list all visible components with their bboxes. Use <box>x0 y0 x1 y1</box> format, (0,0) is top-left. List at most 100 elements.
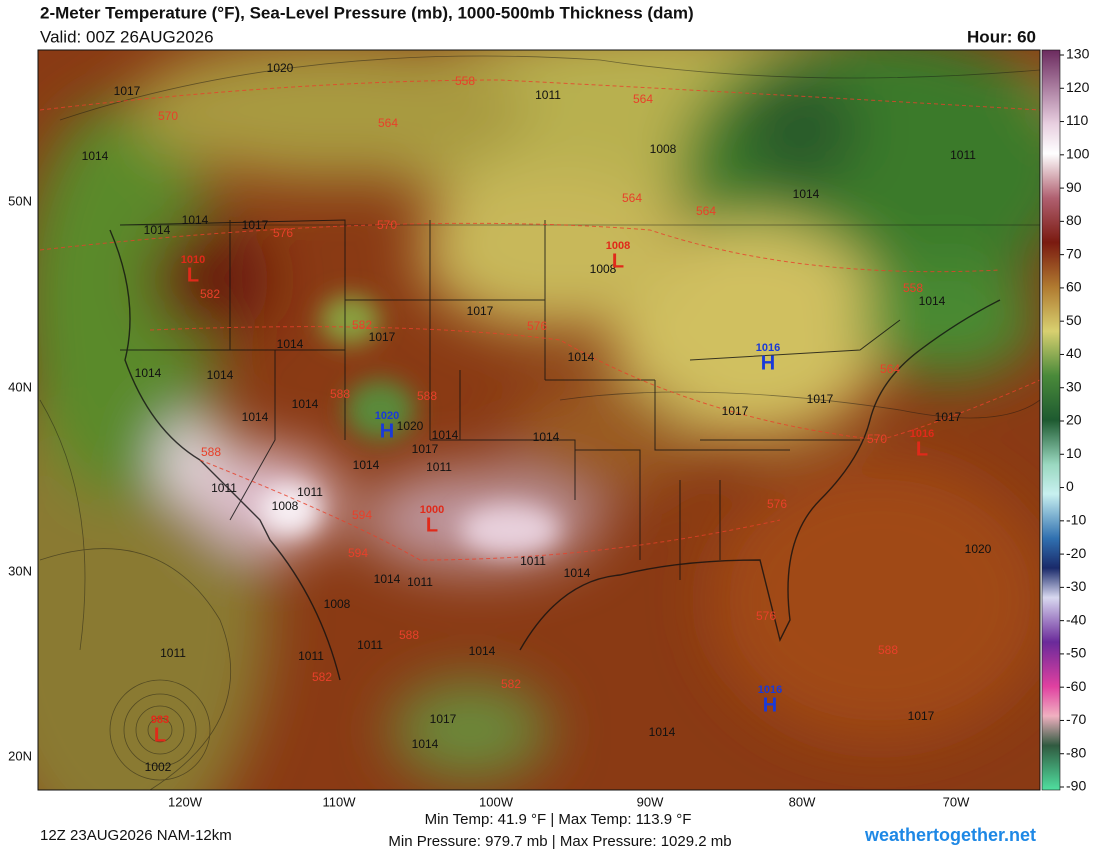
thickness-label: 594 <box>352 508 372 522</box>
thickness-label: 588 <box>417 389 437 403</box>
colorbar-tick-label: 70 <box>1066 245 1082 261</box>
isobar-label: 1008 <box>324 597 351 611</box>
thickness-label: 576 <box>756 609 776 623</box>
thickness-label: 570 <box>867 432 887 446</box>
pressure-center-value: 983 <box>151 714 169 726</box>
pressure-center-letter: L <box>916 438 928 460</box>
thickness-label: 564 <box>696 204 716 218</box>
isobar-label: 1014 <box>242 410 269 424</box>
pressure-center-letter: L <box>187 264 199 286</box>
colorbar-tick-label: -10 <box>1066 512 1086 528</box>
thickness-label: 570 <box>377 218 397 232</box>
colorbar-tick-label: 120 <box>1066 79 1090 95</box>
thickness-label: 576 <box>273 226 293 240</box>
isobar-label: 1014 <box>649 725 676 739</box>
isobar-label: 1014 <box>568 350 595 364</box>
isobar-label: 1011 <box>520 554 546 568</box>
colorbar-tick-label: 130 <box>1066 46 1090 62</box>
isobar-label: 1020 <box>267 61 294 75</box>
isobar-label: 1008 <box>650 142 677 156</box>
isobar-label: 1020 <box>965 542 992 556</box>
map-field <box>38 50 1040 790</box>
colorbar-tick-label: 20 <box>1066 412 1082 428</box>
isobar-label: 1014 <box>432 428 459 442</box>
isobar-label: 1011 <box>426 460 452 474</box>
colorbar-tick-label: 50 <box>1066 312 1082 328</box>
thickness-label: 588 <box>878 643 898 657</box>
temp-range: Min Temp: 41.9 °F | Max Temp: 113.9 °F <box>425 811 692 828</box>
isobar-label: 1014 <box>182 213 209 227</box>
thickness-label: 576 <box>527 319 547 333</box>
isobar-label: 1017 <box>467 304 494 318</box>
colorbar-tick-label: 0 <box>1066 478 1074 494</box>
isobar-label: 1011 <box>950 148 976 162</box>
isobar-label: 1017 <box>242 218 269 232</box>
colorbar-tick-label: -90 <box>1066 778 1086 794</box>
longitude-label: 70W <box>943 794 970 809</box>
colorbar-tick-label: 60 <box>1066 279 1082 295</box>
pressure-center-letter: L <box>426 514 438 536</box>
isobar-label: 1014 <box>353 458 380 472</box>
colorbar-tick-label: 100 <box>1066 146 1090 162</box>
colorbar-tick-label: 10 <box>1066 445 1082 461</box>
isobar-label: 1011 <box>357 638 383 652</box>
isobar-label: 1014 <box>564 566 591 580</box>
longitude-label: 90W <box>637 794 664 809</box>
thickness-label: 582 <box>352 318 372 332</box>
isobar-label: 1011 <box>211 481 237 495</box>
thickness-label: 564 <box>633 92 653 106</box>
isobar-label: 1014 <box>374 572 401 586</box>
isobar-label: 1008 <box>272 499 299 513</box>
pressure-center-letter: L <box>154 724 166 746</box>
isobar-label: 1014 <box>533 430 560 444</box>
thickness-label: 588 <box>399 628 419 642</box>
isobar-label: 1017 <box>114 84 141 98</box>
isobar-label: 1011 <box>297 485 323 499</box>
thickness-label: 558 <box>903 281 923 295</box>
thickness-label: 564 <box>622 191 642 205</box>
thickness-label: 576 <box>767 497 787 511</box>
isobar-label: 1017 <box>722 404 749 418</box>
pressure-center-letter: H <box>380 420 394 442</box>
colorbar-tick-label: 30 <box>1066 378 1082 394</box>
thickness-label: 594 <box>348 546 368 560</box>
pressure-center-value: 1016 <box>756 342 780 354</box>
latitude-label: 40N <box>8 379 32 394</box>
isobar-label: 1002 <box>145 760 172 774</box>
pressure-center-value: 1010 <box>181 254 205 266</box>
colorbar-tick-label: 110 <box>1066 112 1089 128</box>
colorbar-tick-label: -20 <box>1066 545 1086 561</box>
isobar-label: 1014 <box>469 644 496 658</box>
colorbar-tick-label: -80 <box>1066 744 1086 760</box>
colorbar-tick-label: 80 <box>1066 212 1082 228</box>
isobar-label: 1017 <box>430 712 457 726</box>
valid-time: Valid: 00Z 26AUG2026 <box>40 27 214 46</box>
isobar-label: 1017 <box>807 392 834 406</box>
longitude-label: 110W <box>323 794 357 809</box>
colorbar-tick-label: -40 <box>1066 611 1086 627</box>
isobar-label: 1020 <box>397 419 424 433</box>
latitude-label: 30N <box>8 563 32 578</box>
colorbar-tick-label: -30 <box>1066 578 1086 594</box>
longitude-label: 120W <box>168 794 203 809</box>
model-run: 12Z 23AUG2026 NAM-12km <box>40 827 232 844</box>
thickness-label: 570 <box>158 109 178 123</box>
isobar-label: 1014 <box>919 294 946 308</box>
colorbar-tick-label: 40 <box>1066 345 1082 361</box>
longitude-label: 80W <box>789 794 816 809</box>
isobar-label: 1011 <box>298 649 324 663</box>
isobar-label: 1014 <box>277 337 304 351</box>
isobar-label: 1014 <box>292 397 319 411</box>
isobar-label: 1017 <box>908 709 935 723</box>
isobar-label: 1014 <box>144 223 171 237</box>
pressure-center-value: 1016 <box>910 428 934 440</box>
pressure-center-letter: L <box>612 250 624 272</box>
isobar-label: 1008 <box>590 262 617 276</box>
isobar-label: 1017 <box>412 442 439 456</box>
thickness-label: 582 <box>312 670 332 684</box>
isobar-label: 1011 <box>535 88 561 102</box>
thickness-label: 588 <box>330 387 350 401</box>
pressure-center-value: 1000 <box>420 504 444 516</box>
colorbar-tick-label: -70 <box>1066 711 1086 727</box>
